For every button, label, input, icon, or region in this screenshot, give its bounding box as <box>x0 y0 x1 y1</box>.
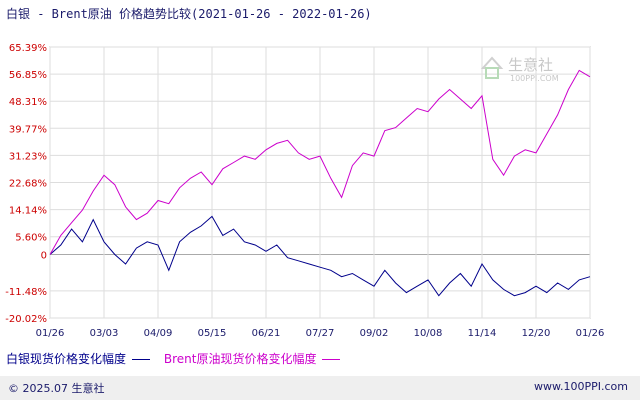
y-tick-label: 14.14% <box>9 206 47 217</box>
x-tick-label: 05/15 <box>198 328 227 339</box>
legend-item-silver: 白银现货价格变化幅度 <box>6 350 151 367</box>
legend-line-brent <box>322 359 341 360</box>
legend: 白银现货价格变化幅度 Brent原油现货价格变化幅度 <box>6 350 350 367</box>
legend-label-brent: Brent原油现货价格变化幅度 <box>163 352 317 366</box>
y-tick-label: 65.39% <box>9 43 47 54</box>
y-tick-label: 56.85% <box>9 70 47 81</box>
grid-layer <box>49 46 591 319</box>
y-tick-label: -20.02% <box>5 314 47 325</box>
y-tick-label: -11.48% <box>5 287 47 298</box>
legend-label-silver: 白银现货价格变化幅度 <box>6 352 127 366</box>
legend-line-silver <box>132 359 151 360</box>
series-line-brent <box>49 69 591 255</box>
y-tick-label: 31.23% <box>9 151 47 162</box>
y-axis-ticks: 65.39% 56.85% 48.31% 39.77% 31.23% 22.68% 14.1… <box>5 43 47 325</box>
chart-title: 白银 - Brent原油 价格趋势比较(2021-01-26 - 2022-01… <box>6 7 372 21</box>
legend-item-brent: Brent原油现货价格变化幅度 <box>164 350 341 367</box>
watermark-text: 生意社 <box>508 56 553 74</box>
x-tick-label: 06/21 <box>252 328 281 339</box>
x-tick-label: 10/08 <box>414 328 443 339</box>
footer-copyright: © 2025.07 生意社 <box>8 382 105 395</box>
x-tick-label: 07/27 <box>306 328 335 339</box>
x-tick-label: 04/09 <box>144 328 173 339</box>
watermark-sub: 100PPI.COM <box>510 74 559 83</box>
x-tick-label: 09/02 <box>360 328 389 339</box>
y-tick-label: 48.31% <box>9 97 47 108</box>
watermark-house-icon <box>480 56 504 69</box>
y-tick-label: 22.68% <box>9 179 47 190</box>
footer-website-link[interactable]: www.100PPI.com <box>534 380 628 393</box>
y-tick-label: 5.60% <box>15 233 47 244</box>
x-tick-label: 12/20 <box>522 328 551 339</box>
x-tick-label: 11/14 <box>468 328 497 339</box>
series-layer <box>49 69 591 297</box>
footer-bar: © 2025.07 生意社 www.100PPI.com <box>0 376 640 400</box>
series-line-silver <box>49 215 591 297</box>
y-tick-label: 39.77% <box>9 124 47 135</box>
watermark-logo: 生意社 100PPI.COM <box>478 50 588 90</box>
y-tick-label: 0 <box>41 250 47 261</box>
x-tick-label: 01/26 <box>576 328 605 339</box>
x-axis-ticks: 01/26 03/03 04/09 05/15 06/21 07/27 09/02 10/08… <box>36 328 605 339</box>
x-tick-label: 03/03 <box>90 328 119 339</box>
x-tick-label: 01/26 <box>36 328 65 339</box>
